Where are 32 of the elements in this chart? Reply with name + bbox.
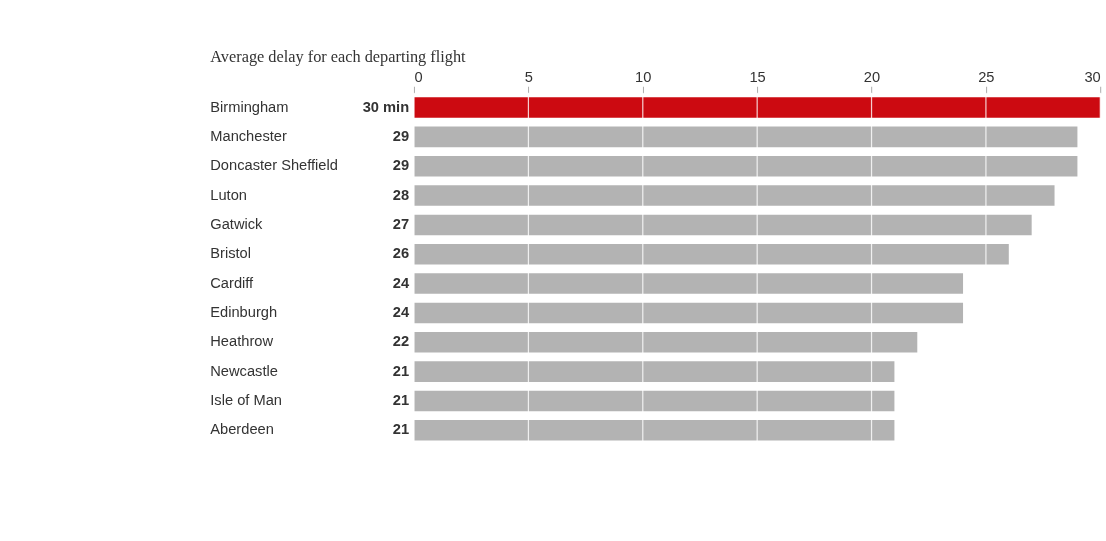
x-tick-label: 5 (524, 68, 533, 85)
y-tick-label: Cardiff (210, 274, 255, 291)
x-tick-label: 0 (414, 68, 423, 85)
y-tick-label: Gatwick (210, 215, 264, 232)
y-tick-label: Newcastle (210, 362, 278, 379)
data-label: 29 (392, 127, 410, 144)
x-tick-label: 25 (978, 68, 995, 85)
y-tick-label: Birmingham (210, 98, 289, 115)
data-label: 27 (392, 215, 410, 232)
data-label: 30 min (362, 98, 410, 115)
data-label: 21 (392, 362, 410, 379)
y-tick-label: Luton (210, 186, 247, 203)
data-label: 22 (392, 333, 410, 350)
y-tick-label: Aberdeen (210, 421, 274, 438)
data-label: 24 (392, 304, 410, 320)
data-label: 26 (392, 245, 410, 262)
y-tick-label: Doncaster Sheffield (210, 157, 338, 174)
data-label: 24 (392, 274, 410, 291)
y-tick-label: Isle of Man (210, 392, 282, 409)
chart-title: Average delay for each departing flight (210, 46, 467, 66)
x-tick-label: 20 (863, 68, 881, 85)
x-tick-label: 10 (635, 68, 652, 85)
data-label: 21 (392, 392, 410, 409)
y-tick-label: Edinburgh (210, 304, 278, 320)
x-tick-label: 15 (749, 68, 766, 85)
y-tick-label: Heathrow (210, 333, 274, 350)
data-label: 28 (392, 186, 410, 203)
data-label: 29 (392, 157, 410, 174)
x-tick-label: 30 (1084, 68, 1101, 85)
y-tick-label: Manchester (210, 127, 287, 144)
data-label: 21 (392, 421, 410, 438)
y-tick-label: Bristol (210, 245, 252, 262)
